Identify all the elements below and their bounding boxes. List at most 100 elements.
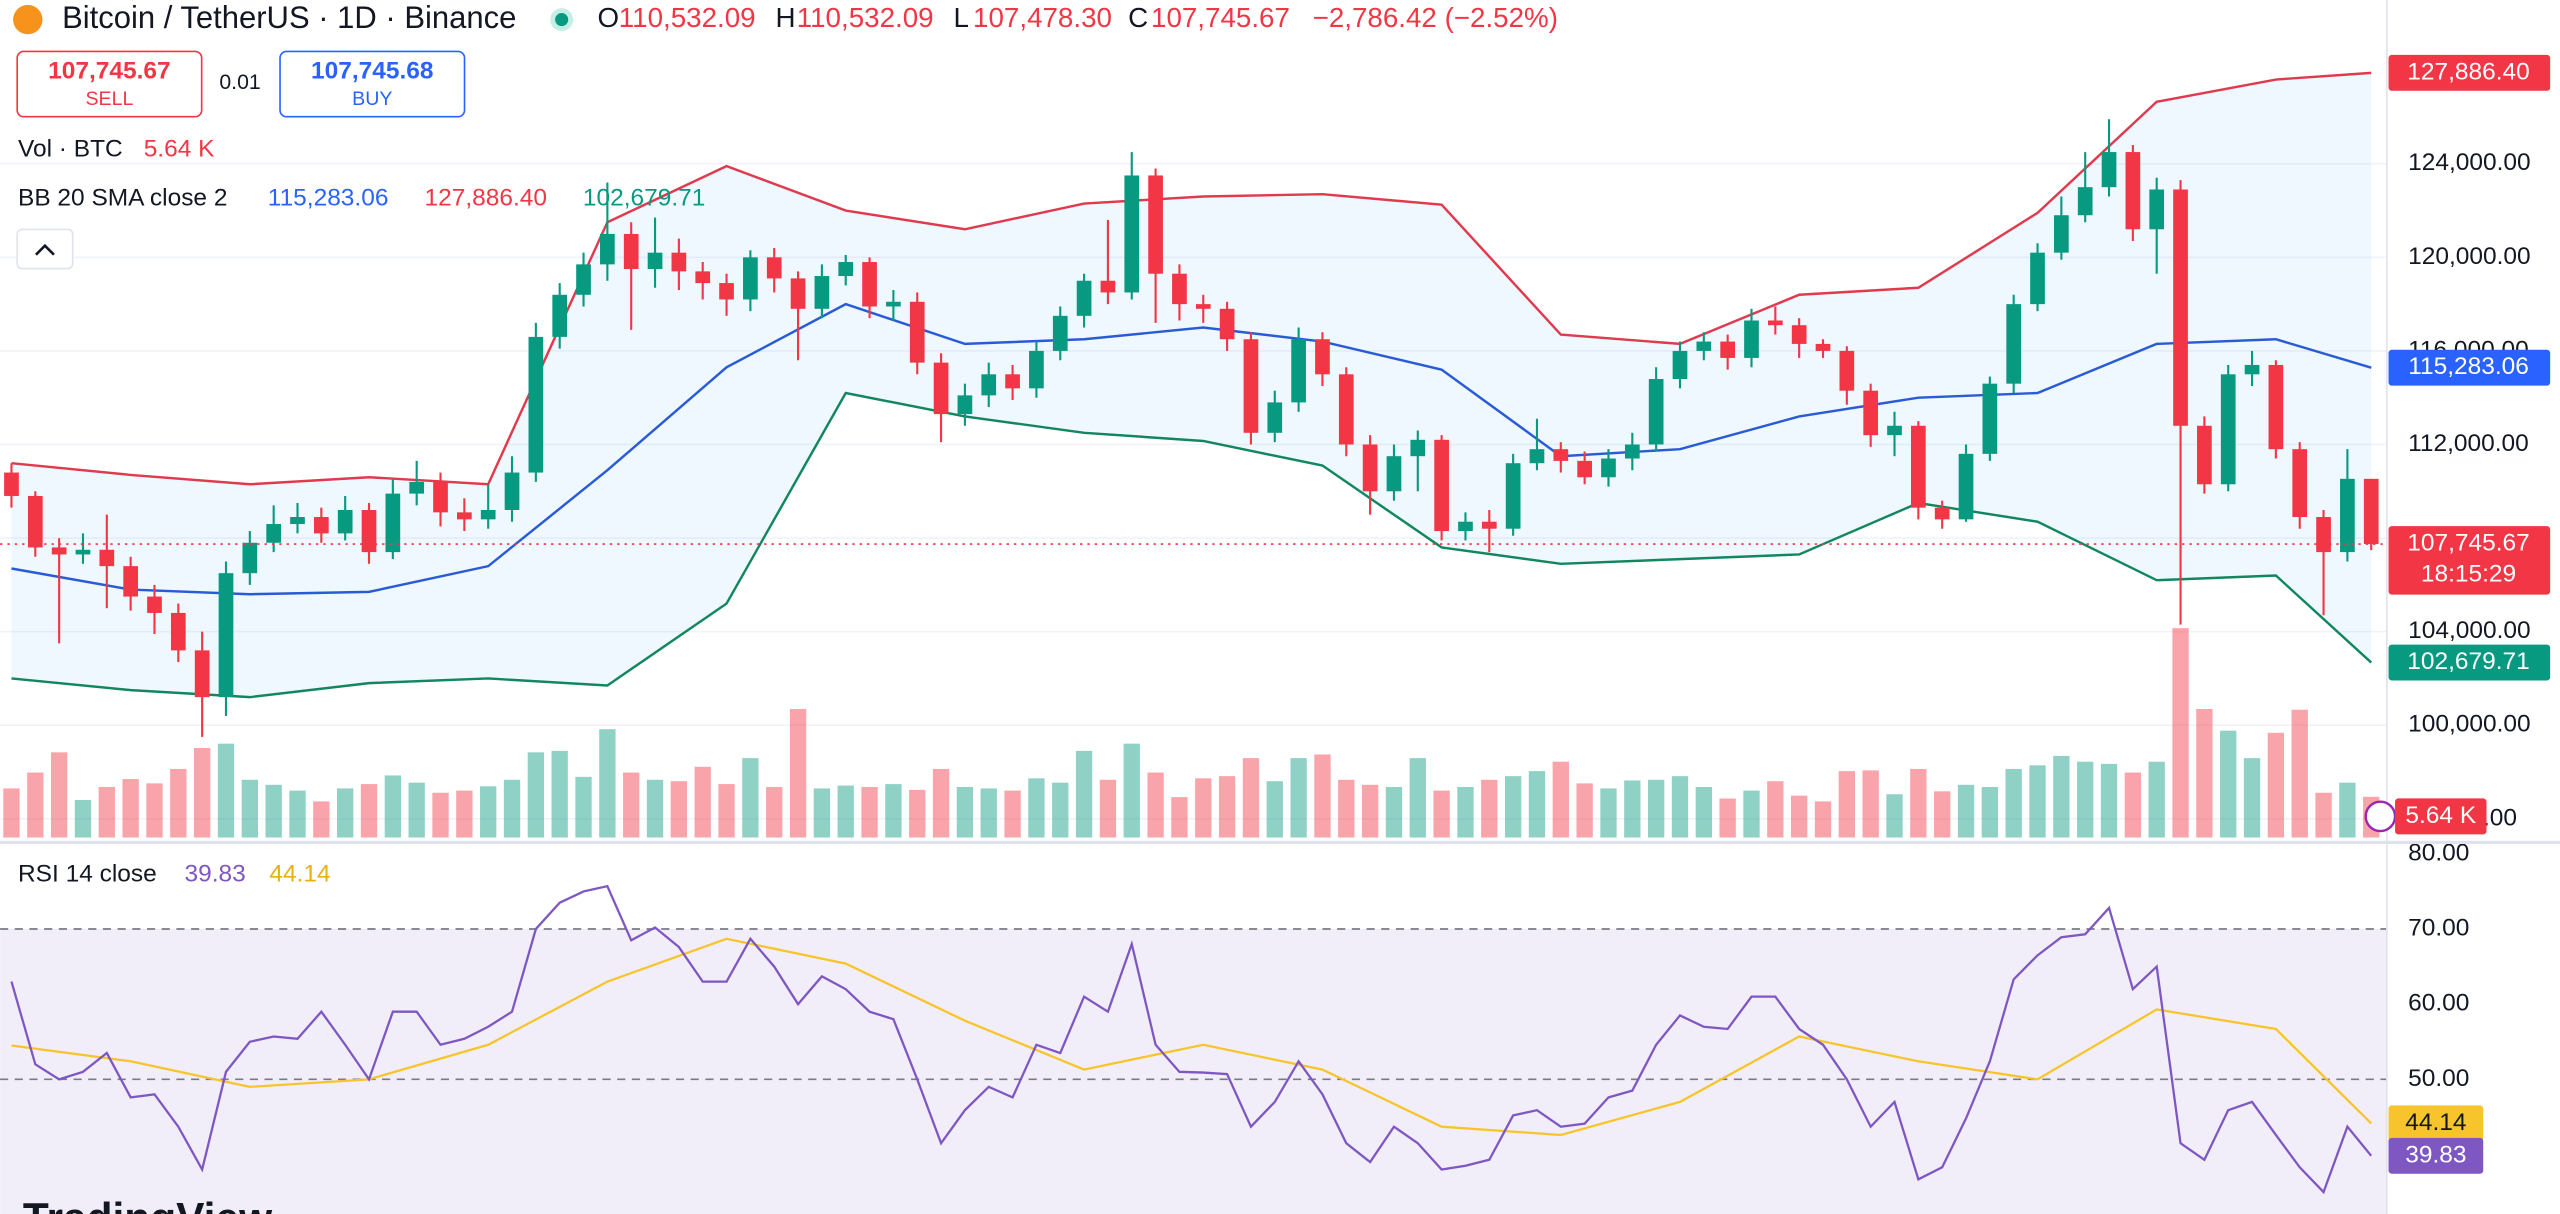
- price-tag: [2388, 644, 2551, 681]
- volume-bar: [2220, 730, 2237, 838]
- candle-body: [647, 252, 663, 270]
- volume-bar: [694, 766, 711, 838]
- volume-bar: [1481, 779, 1498, 838]
- volume-bar: [384, 775, 402, 838]
- axis-layer: 96,000.00100,000.00104,000.00108,000.001…: [2364, 0, 2551, 1214]
- volume-bar: [2124, 772, 2142, 838]
- candle-body: [4, 472, 19, 496]
- collapse-chevron[interactable]: [35, 243, 55, 256]
- rsi-legend-value: 39.83: [185, 861, 246, 888]
- candle-body: [1124, 175, 1140, 293]
- volume-bar: [813, 788, 831, 838]
- volume-bar: [1433, 790, 1450, 838]
- candle-body: [2173, 189, 2188, 426]
- volume-bar: [670, 781, 688, 838]
- volume-bar: [1004, 790, 1021, 838]
- volume-bar: [1314, 754, 1331, 838]
- candle-body: [27, 495, 43, 548]
- sell-price[interactable]: 107,745.67: [48, 57, 170, 84]
- symbol-title: Bitcoin / TetherUS · 1D · Binance: [62, 0, 516, 35]
- rsi-tag-label: 39.83: [2405, 1141, 2466, 1168]
- candle-body: [1958, 453, 1974, 520]
- candle-body: [981, 374, 997, 396]
- volume-tag: [2395, 798, 2487, 835]
- buy-price[interactable]: 107,745.68: [311, 57, 433, 84]
- rsi-legend-title: RSI 14 close: [18, 861, 157, 888]
- volume-bar: [1457, 786, 1474, 838]
- volume-bar: [1647, 779, 1665, 838]
- candle-body: [361, 509, 377, 553]
- bb-lower-line: [11, 391, 2373, 699]
- candle-body: [1815, 343, 1831, 351]
- candle-body: [2006, 304, 2022, 384]
- volume-bar: [599, 729, 616, 838]
- candle-body: [1934, 507, 1950, 520]
- candle-body: [1553, 449, 1569, 461]
- candle-body: [1386, 456, 1402, 492]
- volume-bar: [1361, 784, 1379, 838]
- sell-button[interactable]: 107,745.67 SELL: [16, 50, 203, 118]
- candle-body: [504, 472, 520, 510]
- volume-bar: [2172, 628, 2189, 838]
- buy-label[interactable]: BUY: [352, 88, 392, 110]
- candle-body: [695, 271, 711, 284]
- bb-legend-title: BB 20 SMA close 2: [18, 185, 227, 212]
- candle-body: [2220, 374, 2236, 485]
- order-qty[interactable]: 0.01: [219, 71, 260, 94]
- volume-bar: [146, 783, 163, 838]
- candle-body: [2149, 189, 2165, 230]
- buy-box[interactable]: [279, 50, 466, 118]
- candle-body: [1577, 460, 1592, 478]
- candle-body: [1529, 449, 1545, 464]
- volume-bar: [1934, 791, 1951, 838]
- rsi-pane: [0, 884, 2387, 1214]
- volume-bar: [1671, 776, 1689, 838]
- volume-bar: [456, 790, 473, 838]
- volume-bar: [408, 782, 425, 838]
- candle-body: [75, 549, 91, 555]
- buy-button[interactable]: 107,745.68 BUY: [279, 50, 466, 118]
- volume-bar: [337, 788, 354, 838]
- candle-body: [1076, 280, 1092, 316]
- candle-body: [147, 596, 162, 613]
- sell-label[interactable]: SELL: [85, 88, 133, 110]
- candle-body: [385, 493, 401, 553]
- candle-body: [1243, 339, 1259, 433]
- y-tick-label: 104,000.00: [2408, 617, 2530, 644]
- collapse-box[interactable]: [16, 228, 74, 270]
- volume-bar: [170, 768, 187, 838]
- candle-body: [2030, 252, 2045, 305]
- price-tag-label: 107,745.67: [2407, 529, 2529, 556]
- candle-body: [957, 395, 973, 415]
- volume-bar: [98, 786, 115, 838]
- candle-body: [1029, 350, 1044, 389]
- candle-body: [1291, 339, 1306, 403]
- rsi-tag: [2388, 1105, 2484, 1142]
- bb-upper-line: [11, 71, 2372, 486]
- price-tag-label: 102,679.71: [2407, 648, 2529, 675]
- candle-body: [671, 252, 687, 272]
- volume-bar: [909, 789, 926, 838]
- bb-band-fill: [11, 72, 2372, 698]
- volume-bar: [1075, 750, 1093, 838]
- volume-bar: [1409, 758, 1426, 838]
- collapse-button[interactable]: [16, 228, 74, 270]
- candle-body: [2340, 478, 2355, 553]
- volume-bar: [1242, 758, 1260, 838]
- candle-body: [814, 276, 830, 309]
- volume-bar: [313, 801, 330, 838]
- candle-body: [1005, 374, 1020, 389]
- price-tag-label: 115,283.06: [2408, 353, 2529, 380]
- candle-body: [242, 542, 258, 574]
- rsi-tick-label: 50.00: [2408, 1065, 2469, 1092]
- volume-bar: [1910, 768, 1927, 838]
- volume-bar: [575, 776, 592, 838]
- sell-box[interactable]: [16, 50, 203, 118]
- volume-bar: [1814, 801, 1832, 838]
- candle-body: [1052, 315, 1068, 351]
- candle-body: [1100, 280, 1116, 293]
- candle-body: [886, 301, 901, 307]
- volume-bar: [50, 752, 68, 838]
- candle-body: [600, 233, 615, 265]
- candle-body: [1410, 439, 1426, 457]
